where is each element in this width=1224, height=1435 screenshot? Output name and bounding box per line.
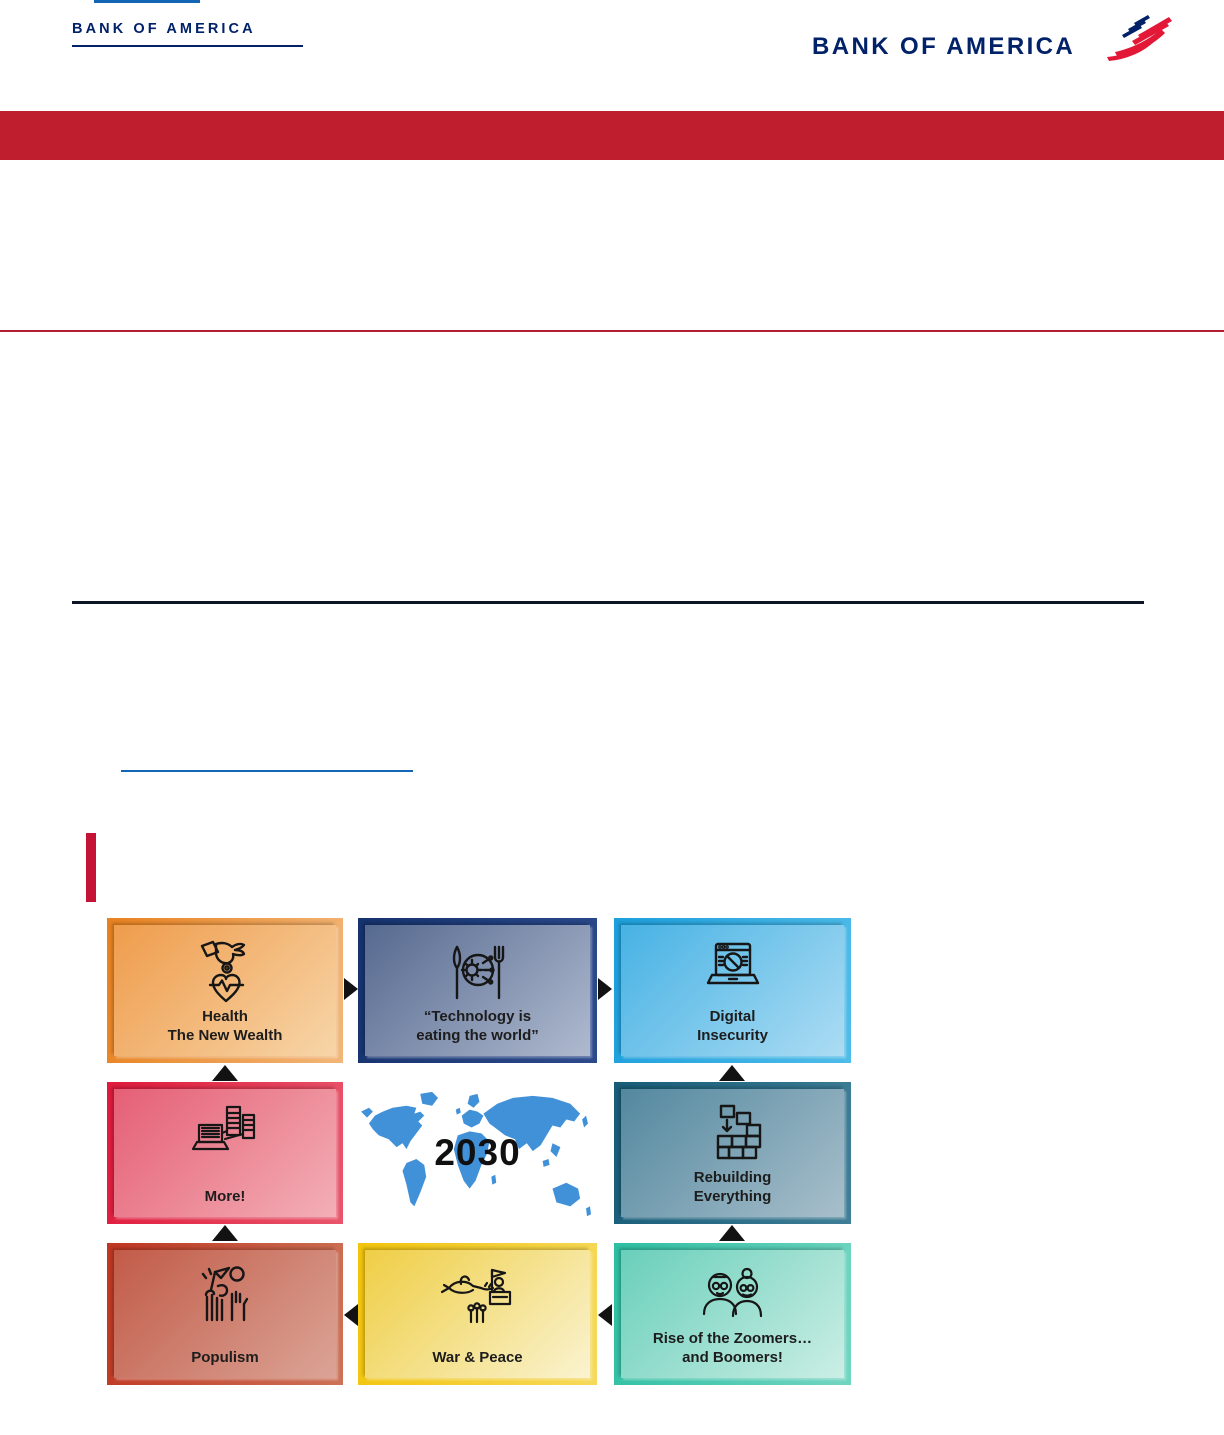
small-wordmark: BANK OF AMERICA bbox=[72, 21, 303, 47]
trend-label: More! bbox=[204, 1187, 246, 1205]
bricks-rebuild-icon bbox=[716, 1104, 761, 1160]
world-map-icon bbox=[361, 1091, 591, 1217]
world-map-2030: 2030 bbox=[358, 1086, 597, 1234]
trend-box-more: More! bbox=[107, 1082, 343, 1224]
arrow-left-icon bbox=[598, 1304, 612, 1326]
trend-box-war-peace: War & Peace bbox=[358, 1243, 597, 1385]
trend-label: Rebuilding Everything bbox=[693, 1168, 772, 1205]
technology-eating-world-icon bbox=[452, 945, 504, 1000]
large-wordmark: BANK OF AMERICA bbox=[812, 33, 1076, 60]
trend-label: Digital Insecurity bbox=[697, 1007, 768, 1044]
hand-coin-heart-icon bbox=[200, 940, 246, 1003]
trend-box-populism: Populism bbox=[107, 1243, 343, 1385]
year-label: 2030 bbox=[434, 1131, 521, 1173]
arrow-right-icon bbox=[344, 978, 358, 1000]
dove-podium-icon bbox=[440, 1268, 511, 1324]
arrow-up-icon bbox=[719, 1225, 745, 1241]
trend-label: “Technology is eating the world” bbox=[416, 1007, 539, 1044]
trend-box-zoomers-boomers: Rise of the Zoomers… and Boomers! bbox=[614, 1243, 851, 1385]
partial-link-underline bbox=[94, 0, 200, 3]
arrow-up-icon bbox=[719, 1065, 745, 1081]
trend-box-health: Health The New Wealth bbox=[107, 918, 343, 1063]
trend-label: War & Peace bbox=[432, 1348, 523, 1366]
trend-box-digital-insecurity: Digital Insecurity bbox=[614, 918, 851, 1063]
dark-horizontal-rule bbox=[72, 601, 1144, 604]
arrow-up-icon bbox=[212, 1225, 238, 1241]
trend-label: Populism bbox=[191, 1348, 259, 1366]
hyperlink-underline[interactable] bbox=[121, 770, 413, 772]
thin-red-rule bbox=[0, 330, 1224, 332]
trend-label: Rise of the Zoomers… and Boomers! bbox=[652, 1329, 813, 1366]
arrow-right-icon bbox=[598, 978, 612, 1000]
protest-fists-flag-icon bbox=[201, 1266, 249, 1322]
trend-label: Health The New Wealth bbox=[167, 1007, 283, 1044]
elderly-couple-icon bbox=[702, 1267, 762, 1318]
arrow-up-icon bbox=[212, 1065, 238, 1081]
section-accent-bar bbox=[86, 833, 96, 902]
trend-box-technology: “Technology is eating the world” bbox=[358, 918, 597, 1063]
laptop-servers-icon bbox=[191, 1105, 256, 1151]
megatrends-2030-diagram: Health The New Wealth bbox=[107, 918, 851, 1385]
bank-flagscape-icon bbox=[1107, 15, 1172, 61]
trend-box-rebuilding-everything: Rebuilding Everything bbox=[614, 1082, 851, 1224]
laptop-blocked-icon bbox=[706, 942, 759, 985]
red-title-banner bbox=[0, 111, 1224, 160]
arrow-left-icon bbox=[344, 1304, 358, 1326]
